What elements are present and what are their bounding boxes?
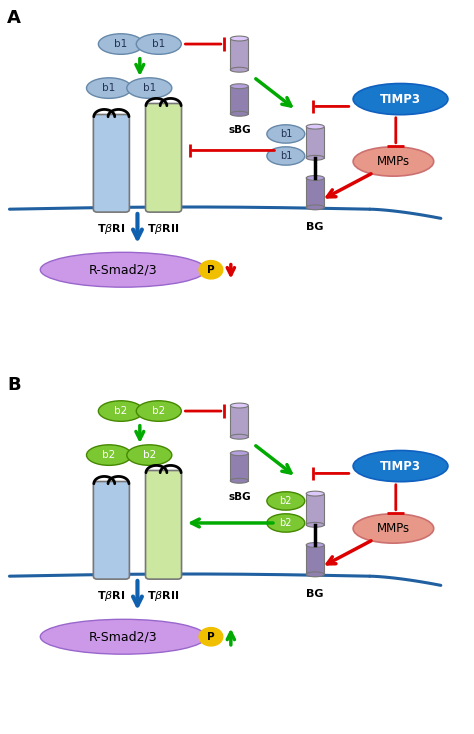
Ellipse shape	[127, 445, 172, 465]
Ellipse shape	[137, 34, 181, 54]
Ellipse shape	[306, 156, 324, 160]
FancyBboxPatch shape	[146, 470, 182, 579]
Ellipse shape	[353, 514, 434, 543]
Ellipse shape	[267, 147, 305, 165]
Text: b1: b1	[114, 39, 128, 49]
Bar	[230, 39, 248, 70]
FancyBboxPatch shape	[93, 482, 129, 579]
Ellipse shape	[267, 514, 305, 532]
Text: b1: b1	[143, 83, 156, 93]
Ellipse shape	[230, 68, 248, 72]
Ellipse shape	[306, 491, 324, 496]
Text: A: A	[7, 9, 21, 27]
Text: b2: b2	[280, 518, 292, 528]
Text: P: P	[207, 265, 215, 275]
Text: sBG: sBG	[228, 492, 251, 502]
Ellipse shape	[267, 125, 305, 143]
Text: sBG: sBG	[228, 125, 251, 135]
Ellipse shape	[353, 84, 448, 115]
Ellipse shape	[230, 403, 248, 408]
Ellipse shape	[306, 205, 324, 210]
Ellipse shape	[230, 84, 248, 89]
Ellipse shape	[230, 479, 248, 483]
Text: b1: b1	[280, 129, 292, 139]
Ellipse shape	[306, 523, 324, 527]
Ellipse shape	[267, 492, 305, 510]
Text: TIMP3: TIMP3	[380, 92, 421, 106]
Bar	[306, 126, 324, 158]
FancyBboxPatch shape	[93, 115, 129, 212]
Bar	[230, 405, 248, 437]
Text: B: B	[7, 376, 21, 394]
Ellipse shape	[40, 252, 206, 287]
Text: MMPs: MMPs	[377, 522, 410, 535]
Text: b2: b2	[152, 406, 165, 416]
Ellipse shape	[86, 78, 132, 98]
Bar	[306, 545, 324, 574]
Ellipse shape	[230, 112, 248, 116]
Text: R-Smad2/3: R-Smad2/3	[89, 264, 157, 276]
Ellipse shape	[99, 401, 143, 421]
Text: BG: BG	[307, 222, 324, 232]
Ellipse shape	[230, 36, 248, 41]
Text: b2: b2	[143, 450, 156, 460]
Ellipse shape	[127, 78, 172, 98]
Ellipse shape	[230, 451, 248, 456]
Circle shape	[199, 628, 223, 646]
Ellipse shape	[306, 124, 324, 129]
Text: TIMP3: TIMP3	[380, 459, 421, 473]
Bar	[230, 87, 248, 114]
Text: T$\beta$RII: T$\beta$RII	[147, 222, 180, 236]
Text: b2: b2	[280, 496, 292, 506]
Ellipse shape	[353, 147, 434, 176]
Ellipse shape	[230, 435, 248, 439]
Bar	[230, 453, 248, 481]
Ellipse shape	[306, 572, 324, 577]
Text: MMPs: MMPs	[377, 155, 410, 168]
Ellipse shape	[306, 175, 324, 181]
Ellipse shape	[40, 619, 206, 654]
Ellipse shape	[306, 542, 324, 548]
Text: R-Smad2/3: R-Smad2/3	[89, 631, 157, 643]
Text: b2: b2	[114, 406, 128, 416]
Ellipse shape	[353, 451, 448, 482]
Ellipse shape	[137, 401, 181, 421]
Text: P: P	[207, 632, 215, 642]
Ellipse shape	[86, 445, 132, 465]
Text: T$\beta$RI: T$\beta$RI	[97, 589, 126, 603]
Bar	[306, 178, 324, 208]
Bar	[306, 494, 324, 525]
Ellipse shape	[99, 34, 143, 54]
Text: b1: b1	[152, 39, 165, 49]
FancyBboxPatch shape	[146, 103, 182, 212]
Text: b1: b1	[102, 83, 116, 93]
Text: b1: b1	[280, 151, 292, 161]
Text: T$\beta$RI: T$\beta$RI	[97, 222, 126, 236]
Circle shape	[199, 261, 223, 279]
Text: T$\beta$RII: T$\beta$RII	[147, 589, 180, 603]
Text: BG: BG	[307, 589, 324, 599]
Text: b2: b2	[102, 450, 116, 460]
